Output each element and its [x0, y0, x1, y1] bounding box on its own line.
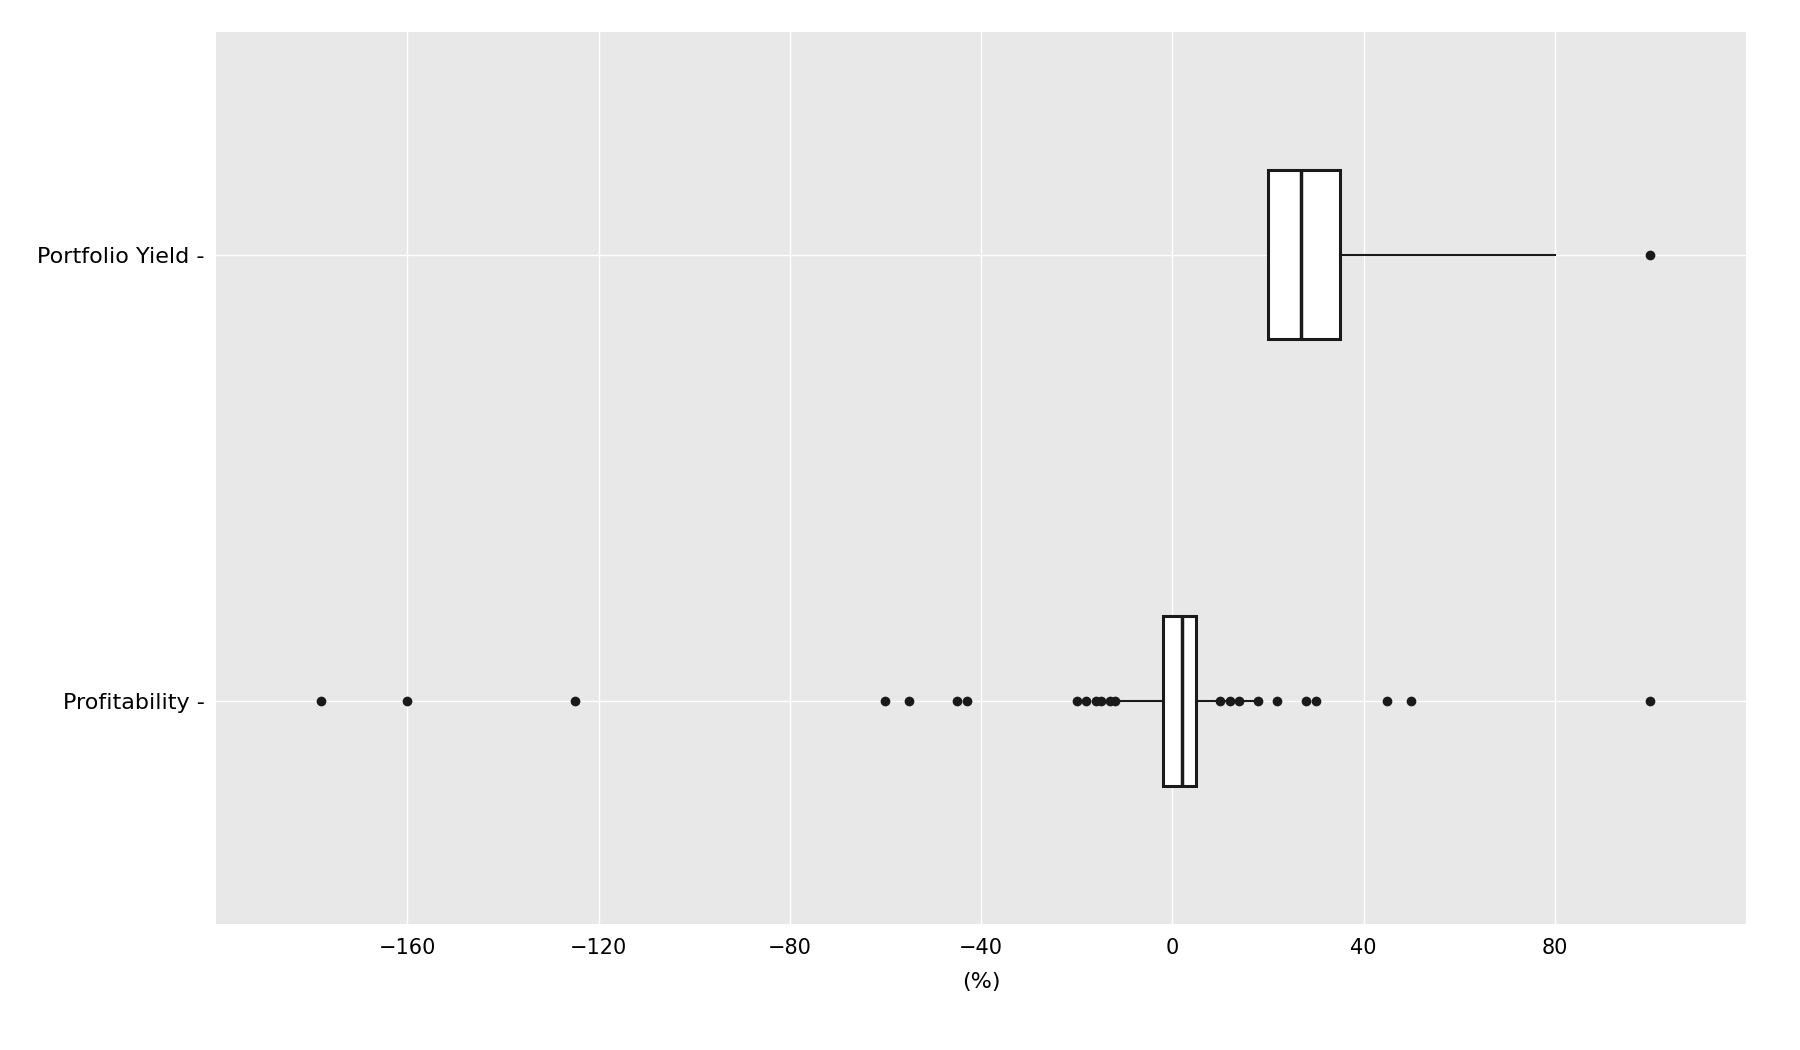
PathPatch shape: [1267, 170, 1339, 339]
X-axis label: (%): (%): [961, 972, 1001, 992]
PathPatch shape: [1163, 616, 1197, 785]
